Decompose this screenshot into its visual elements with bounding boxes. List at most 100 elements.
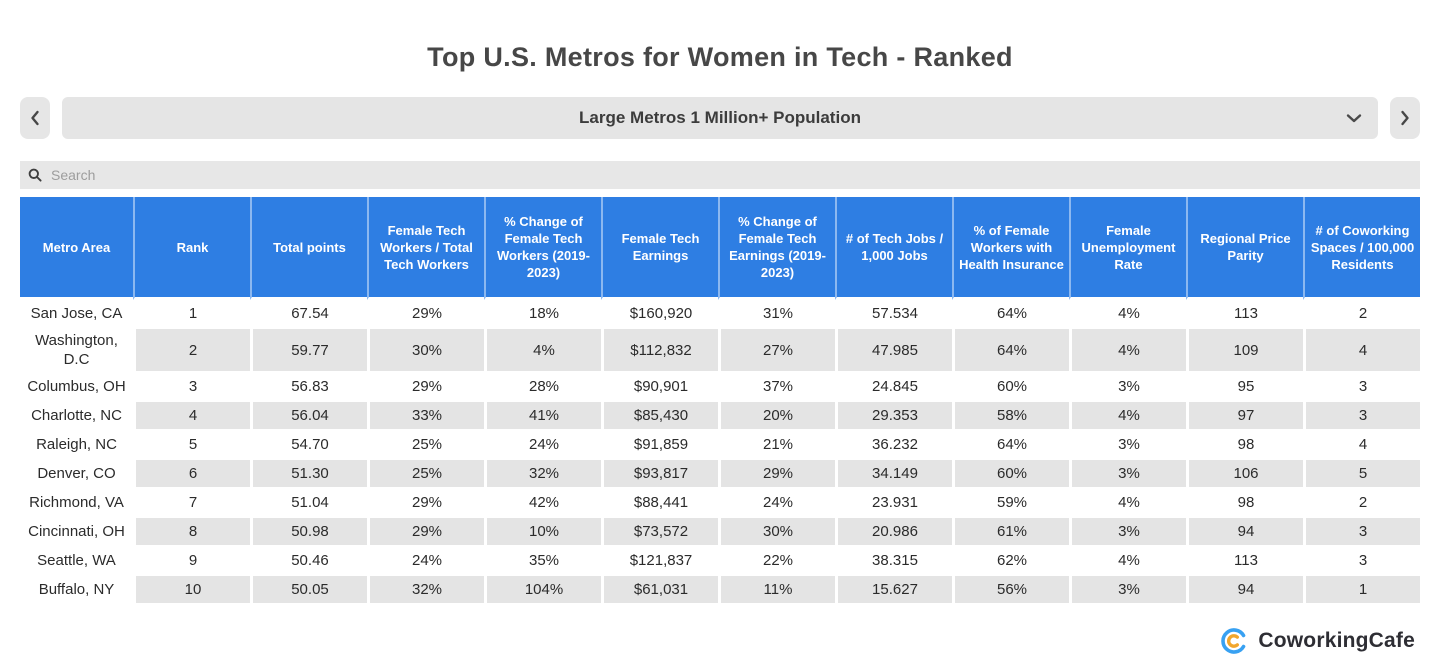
data-cell: 64% [952, 431, 1069, 460]
data-cell: 3 [1303, 402, 1420, 431]
data-cell: 94 [1186, 518, 1303, 547]
metro-area-cell: Denver, CO [20, 460, 133, 489]
coworkingcafe-logo[interactable]: CoworkingCafe [1219, 622, 1415, 660]
category-dropdown[interactable]: Large Metros 1 Million+ Population [62, 97, 1378, 139]
ranking-table-container: Metro Area Rank Total points Female Tech Wo… [20, 197, 1420, 605]
data-cell: 60% [952, 373, 1069, 402]
data-cell: 47.985 [835, 329, 952, 373]
data-cell: 29% [367, 518, 484, 547]
table-row: Raleigh, NC 5 54.70 25% 24% $91,859 21% 36.232 6… [20, 431, 1420, 460]
data-cell: 24.845 [835, 373, 952, 402]
data-cell: 94 [1186, 576, 1303, 605]
data-cell: 5 [1303, 460, 1420, 489]
table-row: Washington, D.C 2 59.77 30% 4% $112,832 27% 47.… [20, 329, 1420, 373]
data-cell: 98 [1186, 431, 1303, 460]
data-cell: 56% [952, 576, 1069, 605]
metro-area-cell: San Jose, CA [20, 300, 133, 329]
data-cell: 29% [367, 373, 484, 402]
data-cell: 35% [484, 547, 601, 576]
data-cell: 3% [1069, 373, 1186, 402]
data-cell: 24% [718, 489, 835, 518]
data-cell: 51.30 [250, 460, 367, 489]
page-title: Top U.S. Metros for Women in Tech - Rank… [427, 42, 1013, 72]
column-header[interactable]: Metro Area [20, 197, 133, 300]
data-cell: 98 [1186, 489, 1303, 518]
column-header[interactable]: # of Tech Jobs / 1,000 Jobs [835, 197, 952, 300]
data-cell: 3 [1303, 518, 1420, 547]
metro-area-cell: Washington, D.C [20, 329, 133, 373]
metro-area-cell: Buffalo, NY [20, 576, 133, 605]
data-cell: 23.931 [835, 489, 952, 518]
column-header[interactable]: # of Coworking Spaces / 100,000 Resident… [1303, 197, 1420, 300]
column-header[interactable]: Female Tech Earnings [601, 197, 718, 300]
data-cell: 57.534 [835, 300, 952, 329]
data-cell: 3% [1069, 518, 1186, 547]
data-cell: 2 [133, 329, 250, 373]
data-cell: 29.353 [835, 402, 952, 431]
data-cell: $61,031 [601, 576, 718, 605]
data-cell: 27% [718, 329, 835, 373]
table-body: San Jose, CA 1 67.54 29% 18% $160,920 31% 57.53… [20, 300, 1420, 605]
data-cell: 51.04 [250, 489, 367, 518]
chevron-left-icon [29, 110, 41, 126]
data-cell: 30% [367, 329, 484, 373]
data-cell: 3% [1069, 576, 1186, 605]
column-header[interactable]: Female Unemployment Rate [1069, 197, 1186, 300]
data-cell: 10 [133, 576, 250, 605]
data-cell: 3% [1069, 431, 1186, 460]
column-header[interactable]: Regional Price Parity [1186, 197, 1303, 300]
data-cell: $112,832 [601, 329, 718, 373]
data-cell: 24% [367, 547, 484, 576]
data-cell: 36.232 [835, 431, 952, 460]
data-cell: 9 [133, 547, 250, 576]
data-cell: 3 [1303, 547, 1420, 576]
table-row: Cincinnati, OH 8 50.98 29% 10% $73,572 30% 20.9… [20, 518, 1420, 547]
data-cell: 5 [133, 431, 250, 460]
prev-category-button[interactable] [20, 97, 50, 139]
data-cell: 56.83 [250, 373, 367, 402]
data-cell: 29% [367, 300, 484, 329]
metro-area-cell: Raleigh, NC [20, 431, 133, 460]
data-cell: 4% [1069, 329, 1186, 373]
data-cell: 61% [952, 518, 1069, 547]
data-cell: 31% [718, 300, 835, 329]
data-cell: 32% [367, 576, 484, 605]
table-row: Denver, CO 6 51.30 25% 32% $93,817 29% 34.149 60… [20, 460, 1420, 489]
data-cell: $91,859 [601, 431, 718, 460]
coworkingcafe-logo-text: CoworkingCafe [1258, 629, 1415, 652]
column-header[interactable]: Female Tech Workers / Total Tech Workers [367, 197, 484, 300]
data-cell: 4 [1303, 329, 1420, 373]
data-cell: 1 [133, 300, 250, 329]
metro-area-cell: Cincinnati, OH [20, 518, 133, 547]
data-cell: 18% [484, 300, 601, 329]
column-header[interactable]: Total points [250, 197, 367, 300]
metro-area-cell: Charlotte, NC [20, 402, 133, 431]
metro-area-cell: Richmond, VA [20, 489, 133, 518]
data-cell: 104% [484, 576, 601, 605]
filter-bar: Large Metros 1 Million+ Population [20, 97, 1420, 139]
data-cell: 29% [367, 489, 484, 518]
data-cell: 56.04 [250, 402, 367, 431]
data-cell: 1 [1303, 576, 1420, 605]
data-cell: 60% [952, 460, 1069, 489]
data-cell: 6 [133, 460, 250, 489]
column-header[interactable]: % of Female Workers with Health Insuranc… [952, 197, 1069, 300]
column-header[interactable]: Rank [133, 197, 250, 300]
table-row: Richmond, VA 7 51.04 29% 42% $88,441 24% 23.931… [20, 489, 1420, 518]
data-cell: 21% [718, 431, 835, 460]
data-cell: $73,572 [601, 518, 718, 547]
data-cell: 41% [484, 402, 601, 431]
data-cell: 50.05 [250, 576, 367, 605]
next-category-button[interactable] [1390, 97, 1420, 139]
data-cell: 38.315 [835, 547, 952, 576]
metro-area-cell: Columbus, OH [20, 373, 133, 402]
data-cell: 62% [952, 547, 1069, 576]
data-cell: 64% [952, 300, 1069, 329]
data-cell: 29% [718, 460, 835, 489]
column-header[interactable]: % Change of Female Tech Workers (2019-20… [484, 197, 601, 300]
table-row: San Jose, CA 1 67.54 29% 18% $160,920 31% 57.53… [20, 300, 1420, 329]
data-cell: 4% [1069, 300, 1186, 329]
search-input[interactable] [49, 166, 1412, 184]
column-header[interactable]: % Change of Female Tech Earnings (2019-2… [718, 197, 835, 300]
data-cell: 25% [367, 431, 484, 460]
